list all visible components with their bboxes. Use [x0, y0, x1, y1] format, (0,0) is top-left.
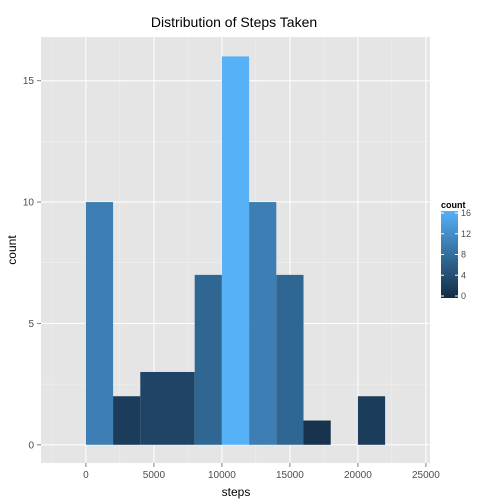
legend-tick-label: 16: [461, 208, 471, 218]
x-tick-label: 0: [83, 470, 89, 481]
y-axis-ticks: 0 5 10 15: [23, 76, 41, 451]
legend-tick-label: 4: [461, 270, 466, 280]
histogram-bar: [276, 274, 304, 445]
x-tick-label: 5000: [143, 470, 166, 481]
y-tick-label: 15: [23, 76, 35, 87]
legend-title: count: [441, 200, 466, 210]
x-tick-label: 25000: [412, 470, 440, 481]
x-tick-label: 10000: [208, 470, 236, 481]
legend-colorbar: [441, 211, 458, 298]
histogram-bar: [303, 420, 331, 445]
histogram-bar: [357, 396, 386, 445]
legend-tick-label: 8: [461, 250, 466, 260]
x-axis-ticks: 0 5000 10000 15000 20000 25000: [83, 463, 440, 481]
histogram-bar: [221, 56, 250, 445]
histogram-bar: [85, 202, 114, 445]
chart-title: Distribution of Steps Taken: [151, 14, 317, 30]
histogram-bar: [167, 371, 195, 445]
legend-ticks: 0 4 8 12 16: [441, 208, 471, 301]
x-axis-title: steps: [222, 485, 251, 499]
histogram-bar: [194, 274, 222, 445]
histogram-bars: [85, 56, 386, 445]
y-tick-label: 10: [23, 198, 35, 209]
histogram-bar: [140, 371, 168, 445]
histogram-bar: [113, 396, 141, 445]
x-tick-label: 20000: [344, 470, 372, 481]
legend-tick-label: 0: [461, 291, 466, 301]
legend: count 0 4 8 12 16: [441, 200, 471, 301]
y-tick-label: 0: [28, 440, 34, 451]
histogram-bar: [249, 202, 277, 445]
y-tick-label: 5: [28, 319, 34, 330]
x-tick-label: 15000: [276, 470, 304, 481]
y-axis-title: count: [5, 235, 19, 265]
legend-tick-label: 12: [461, 229, 471, 239]
